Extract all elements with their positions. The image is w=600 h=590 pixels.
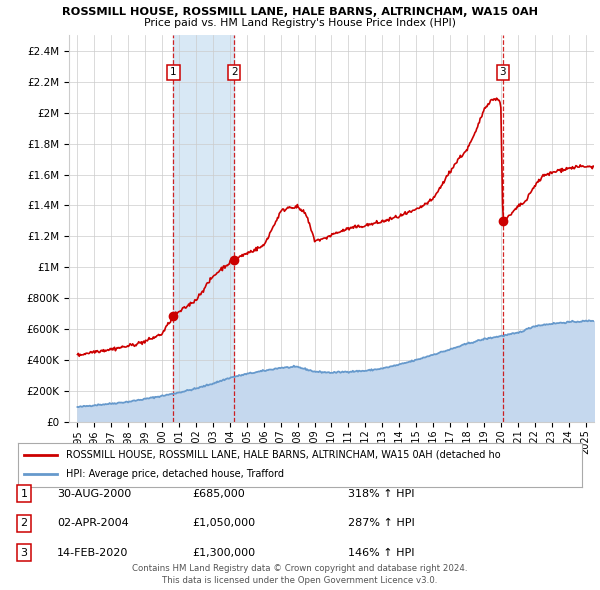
Text: £1,050,000: £1,050,000 (192, 519, 255, 528)
Text: Contains HM Land Registry data © Crown copyright and database right 2024.
This d: Contains HM Land Registry data © Crown c… (132, 564, 468, 585)
Text: £685,000: £685,000 (192, 489, 245, 499)
Text: 1: 1 (20, 489, 28, 499)
Text: 318% ↑ HPI: 318% ↑ HPI (348, 489, 415, 499)
Text: 1: 1 (170, 67, 176, 77)
Text: 14-FEB-2020: 14-FEB-2020 (57, 548, 128, 558)
Text: 287% ↑ HPI: 287% ↑ HPI (348, 519, 415, 528)
Text: ROSSMILL HOUSE, ROSSMILL LANE, HALE BARNS, ALTRINCHAM, WA15 0AH: ROSSMILL HOUSE, ROSSMILL LANE, HALE BARN… (62, 7, 538, 17)
Text: 3: 3 (20, 548, 28, 558)
Text: 2: 2 (231, 67, 238, 77)
Text: 02-APR-2004: 02-APR-2004 (57, 519, 129, 528)
Text: Price paid vs. HM Land Registry's House Price Index (HPI): Price paid vs. HM Land Registry's House … (144, 18, 456, 28)
Bar (173, 35, 234, 422)
Text: ROSSMILL HOUSE, ROSSMILL LANE, HALE BARNS, ALTRINCHAM, WA15 0AH (detached ho: ROSSMILL HOUSE, ROSSMILL LANE, HALE BARN… (66, 450, 500, 460)
Text: HPI: Average price, detached house, Trafford: HPI: Average price, detached house, Traf… (66, 470, 284, 479)
Text: 2: 2 (20, 519, 28, 528)
Text: 146% ↑ HPI: 146% ↑ HPI (348, 548, 415, 558)
Text: £1,300,000: £1,300,000 (192, 548, 255, 558)
Text: 3: 3 (500, 67, 506, 77)
Text: 30-AUG-2000: 30-AUG-2000 (57, 489, 131, 499)
